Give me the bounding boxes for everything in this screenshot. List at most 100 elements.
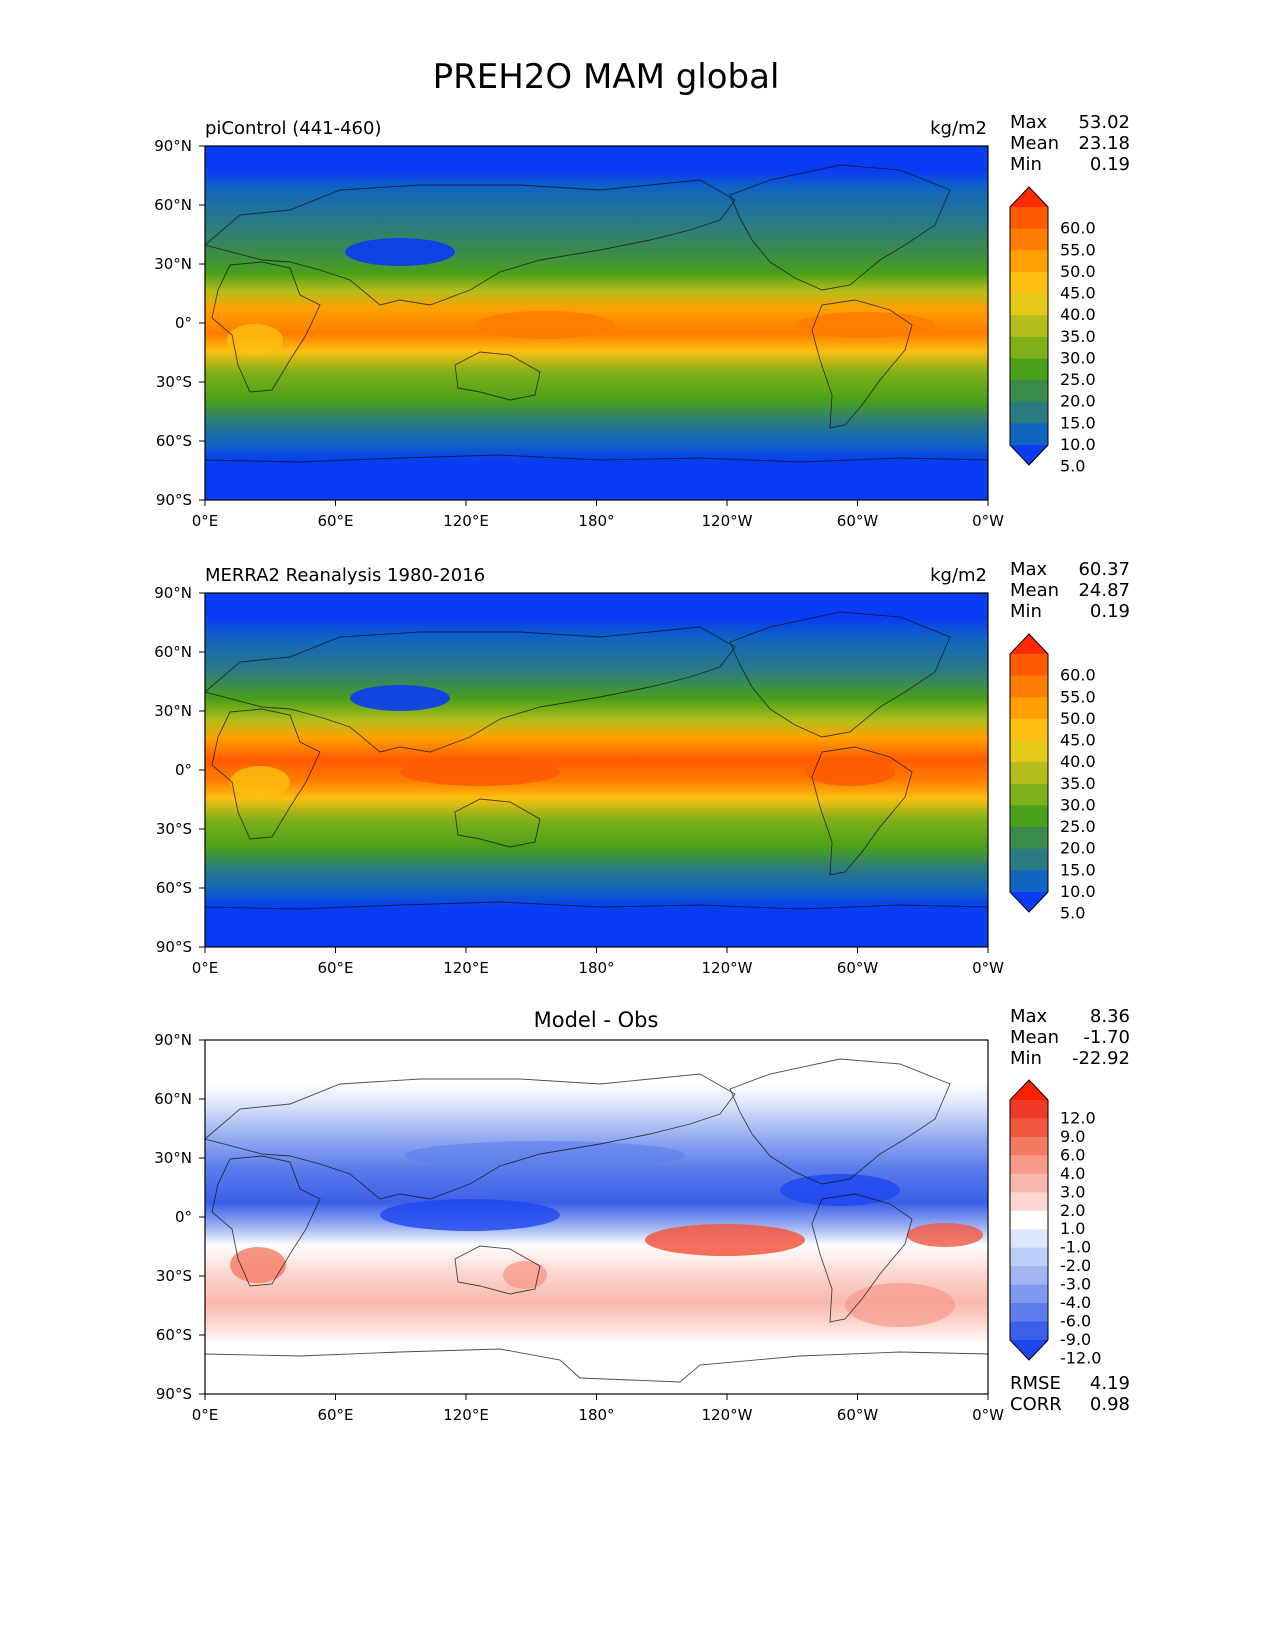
eurasia-outline — [204, 1073, 736, 1200]
panel-model: piControl (441-460) kg/m2 90°N 60°N 30°N 0°… — [154, 112, 1130, 530]
colorbar-extend-min — [1010, 892, 1048, 912]
south-america-outline — [811, 746, 913, 876]
stat-value-rmse: 4.19 — [1090, 1373, 1130, 1394]
colorbar-swatch — [1010, 293, 1048, 316]
lat-tick-label: 60°N — [154, 196, 192, 214]
colorbar: 60.0 55.0 50.0 45.0 40.0 35.0 30.0 25.0 20.0 15.0… — [1009, 186, 1096, 476]
stat-label-min: Min — [1010, 601, 1042, 622]
lat-tick-label: 30°S — [156, 373, 192, 391]
colorbar-label: 5.0 — [1060, 904, 1085, 923]
colorbar-swatch — [1010, 1210, 1048, 1230]
colorbar-swatch — [1010, 1100, 1048, 1119]
panel-left-title: piControl (441-460) — [205, 118, 381, 139]
colorbar-label: 50.0 — [1060, 262, 1096, 281]
lon-axis: 0°E 60°E 120°E 180° 120°W 60°W 0°W — [192, 947, 1004, 977]
colorbar-swatch — [1010, 718, 1048, 742]
colorbar-extend-min — [1010, 445, 1048, 465]
stat-label-mean: Mean — [1010, 580, 1059, 601]
north-america-outline — [729, 611, 951, 738]
south-america-outline — [811, 1193, 913, 1323]
colorbar-label: 35.0 — [1060, 327, 1096, 346]
lon-axis: 0°E 60°E 120°E 180° 120°W 60°W 0°W — [192, 1394, 1004, 1424]
lat-tick-label: 90°N — [154, 584, 192, 602]
colorbar-label: 60.0 — [1060, 219, 1096, 238]
colorbar-label: 5.0 — [1060, 457, 1085, 476]
colorbar-swatch — [1010, 1303, 1048, 1323]
colorbar-swatch — [1010, 336, 1048, 359]
stat-label-max: Max — [1010, 559, 1048, 580]
colorbar-swatch — [1010, 250, 1048, 273]
stat-value-min: 0.19 — [1090, 154, 1130, 175]
stats-block: Max 53.02 Mean 23.18 Min 0.19 — [1010, 112, 1130, 175]
colorbar-label: 30.0 — [1060, 795, 1096, 814]
antarctica-outline — [204, 454, 989, 463]
stat-value-max: 8.36 — [1090, 1006, 1130, 1027]
eurasia-outline — [204, 179, 736, 306]
lon-tick-label: 120°W — [702, 1406, 753, 1424]
difference-anomaly-blobs — [230, 1141, 983, 1327]
lon-tick-label: 60°W — [837, 959, 879, 977]
colorbar-swatch — [1010, 1155, 1048, 1175]
colorbar-swatch — [1010, 740, 1048, 763]
lon-tick-label: 60°E — [317, 959, 353, 977]
map-field — [205, 1040, 988, 1394]
colorbar-label: -4.0 — [1060, 1293, 1091, 1312]
lat-axis: 90°N 60°N 30°N 0° 30°S 60°S 90°S — [154, 1031, 205, 1403]
colorbar-swatch — [1010, 805, 1048, 828]
stat-label-min: Min — [1010, 154, 1042, 175]
lon-tick-label: 0°E — [192, 512, 219, 530]
north-america-outline — [729, 164, 951, 291]
colorbar-label: -2.0 — [1060, 1256, 1091, 1275]
australia-outline — [454, 798, 541, 848]
lon-tick-label: 0°E — [192, 959, 219, 977]
panel-units: kg/m2 — [930, 118, 987, 139]
map-area — [204, 1039, 989, 1395]
lat-tick-label: 90°N — [154, 137, 192, 155]
stat-label-min: Min — [1010, 1048, 1042, 1069]
stat-value-max: 53.02 — [1078, 112, 1130, 133]
colorbar-label: 30.0 — [1060, 348, 1096, 367]
lon-tick-label: 60°E — [317, 512, 353, 530]
colorbar-label: 20.0 — [1060, 839, 1096, 858]
colorbar-swatch — [1010, 1284, 1048, 1304]
africa-outline — [211, 708, 321, 840]
stats-block: Max 8.36 Mean -1.70 Min -22.92 — [1010, 1006, 1130, 1069]
colorbar-swatch — [1010, 1173, 1048, 1193]
colorbar-swatch — [1010, 228, 1048, 251]
colorbar-extend-max — [1010, 634, 1048, 654]
colorbar-outline — [1009, 1079, 1049, 1361]
colorbar-label: 55.0 — [1060, 687, 1096, 706]
antarctica-outline — [204, 901, 989, 910]
colorbar-label: 45.0 — [1060, 284, 1096, 303]
stat-label-mean: Mean — [1010, 1027, 1059, 1048]
stat-label-mean: Mean — [1010, 133, 1059, 154]
lat-tick-label: 30°N — [154, 702, 192, 720]
panel-center-title: Model - Obs — [534, 1008, 659, 1032]
colorbar-swatch — [1010, 271, 1048, 295]
africa-outline — [211, 261, 321, 393]
lon-tick-label: 0°W — [972, 1406, 1004, 1424]
lat-tick-label: 30°S — [156, 820, 192, 838]
colorbar-label: 60.0 — [1060, 666, 1096, 685]
lon-tick-label: 120°W — [702, 512, 753, 530]
colorbar-label: 4.0 — [1060, 1164, 1085, 1183]
coastlines — [204, 1058, 989, 1383]
lat-tick-label: 30°S — [156, 1267, 192, 1285]
eurasia-outline — [204, 626, 736, 753]
lon-tick-label: 120°E — [443, 959, 489, 977]
colorbar-label: 50.0 — [1060, 709, 1096, 728]
lat-tick-label: 60°S — [156, 432, 192, 450]
lon-axis: 0°E 60°E 120°E 180° 120°W 60°W 0°W — [192, 500, 1004, 530]
australia-outline — [454, 1245, 541, 1295]
lat-axis: 90°N 60°N 30°N 0° 30°S 60°S 90°S — [154, 584, 205, 956]
stat-label-rmse: RMSE — [1010, 1373, 1061, 1394]
colorbar-label: -12.0 — [1060, 1348, 1101, 1367]
lon-tick-label: 120°E — [443, 512, 489, 530]
colorbar-swatch — [1010, 1321, 1048, 1341]
colorbar-swatch — [1010, 1192, 1048, 1212]
colorbar-swatch — [1010, 1136, 1048, 1156]
stat-value-max: 60.37 — [1078, 559, 1130, 580]
colorbar-label: 9.0 — [1060, 1127, 1085, 1146]
colorbar-swatch — [1010, 1266, 1048, 1286]
